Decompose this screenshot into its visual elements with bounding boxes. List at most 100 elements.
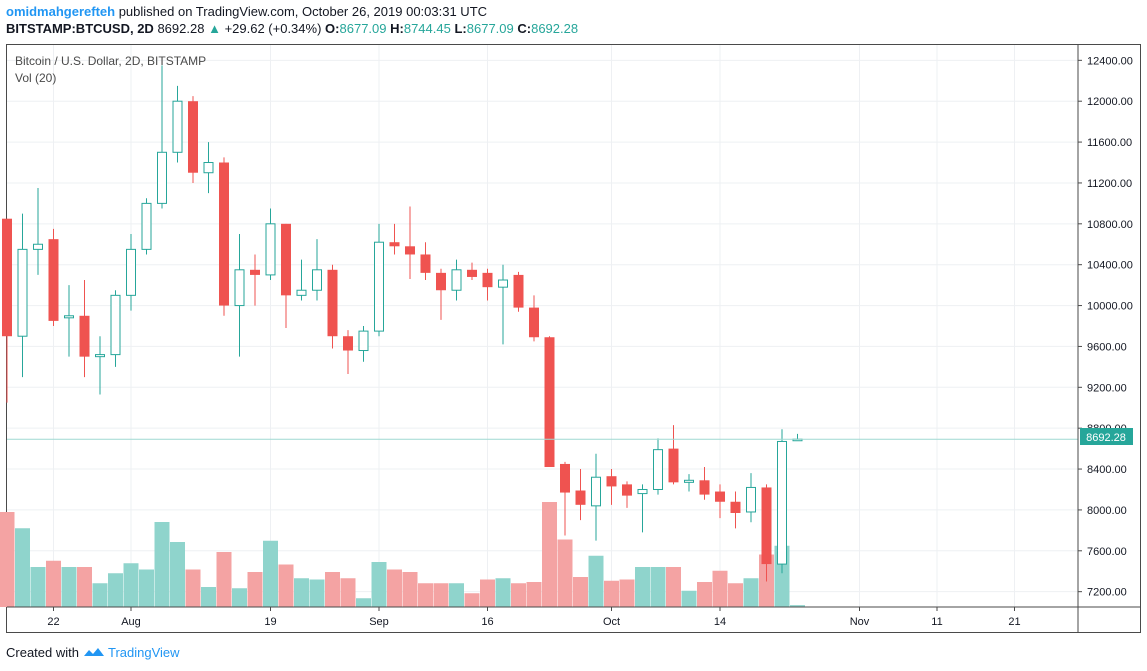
candle-body: [234, 269, 245, 307]
volume-bar: [294, 578, 309, 607]
volume-bar: [449, 583, 464, 607]
high-value: 8744.45: [403, 21, 451, 36]
candle-body: [374, 241, 384, 332]
time-tick-label: 14: [714, 616, 726, 628]
price-tick-label: 11200.00: [1087, 178, 1132, 190]
candle-body: [172, 100, 183, 153]
volume-bar: [123, 563, 139, 607]
candle-body: [591, 476, 601, 507]
volume-bar: [108, 573, 123, 607]
candle-body: [606, 476, 617, 487]
candle-body: [467, 269, 477, 277]
volume-bar: [232, 588, 247, 607]
candle-body: [250, 269, 260, 275]
candle-body: [544, 337, 555, 468]
publish-line: omidmahgerefteh published on TradingView…: [6, 4, 487, 19]
volume-bar: [666, 567, 681, 607]
price-axis[interactable]: 12400.00 12000.00 11600.00 11200.00 10800.00…: [1078, 55, 1133, 599]
volume-bar: [170, 542, 185, 607]
price-tick-label: 7600.00: [1087, 546, 1127, 558]
candle-body: [746, 486, 756, 513]
low-label: L:: [454, 21, 467, 36]
volume-bar: [604, 580, 619, 607]
price-tick-label: 12000.00: [1087, 96, 1133, 108]
volume-bar: [247, 572, 263, 607]
candle-body: [777, 440, 787, 565]
candle-body: [79, 315, 90, 357]
volume-bar: [728, 583, 743, 607]
price-tick-label: 9200.00: [1087, 382, 1127, 394]
volume-bar: [418, 583, 433, 607]
author-link[interactable]: omidmahgerefteh: [6, 4, 116, 19]
candle-body: [343, 336, 353, 351]
candle-body: [265, 223, 276, 276]
candle-body: [715, 491, 725, 502]
candle-body: [560, 463, 570, 493]
volume-bar: [790, 605, 805, 607]
last-price-tag: 8692.28: [1080, 428, 1133, 445]
candle-body: [389, 242, 400, 247]
volume-bar: [480, 579, 495, 607]
up-arrow-icon: ▲: [208, 21, 221, 36]
candle-body: [157, 151, 167, 204]
candle-body: [529, 307, 539, 338]
candle-body: [436, 272, 446, 291]
volume-bar: [263, 540, 278, 607]
volume-bar: [697, 582, 712, 607]
candle-body: [761, 487, 772, 565]
candle-body: [513, 274, 524, 308]
volume-bar: [0, 512, 15, 607]
volume-bar: [154, 522, 170, 607]
candle-body: [451, 269, 462, 291]
time-tick-label: 19: [264, 616, 276, 628]
legend-title: Bitcoin / U.S. Dollar, 2D, BITSTAMP: [15, 54, 206, 68]
time-tick-label: 16: [481, 616, 493, 628]
volume-bar: [588, 555, 604, 607]
candle-body: [126, 248, 136, 296]
price-change: +29.62 (+0.34%): [224, 21, 322, 36]
volume-bar: [526, 582, 542, 607]
open-value: 8677.09: [339, 21, 387, 36]
close-value: 8692.28: [531, 21, 579, 36]
candle-body: [48, 239, 59, 321]
legend-volume: Vol (20): [15, 71, 56, 85]
candle-body: [203, 162, 214, 174]
volume-bar: [61, 567, 77, 607]
volume-bar: [542, 502, 557, 607]
time-axis[interactable]: 22 Aug 19 Sep 16 Oct 14 Nov 11 21: [47, 607, 1021, 628]
low-value: 8677.09: [466, 21, 514, 36]
open-label: O:: [325, 21, 340, 36]
volume-bar: [433, 583, 449, 607]
price-tick-label: 10400.00: [1087, 260, 1133, 272]
candle-body: [358, 330, 369, 352]
volume-bar: [402, 572, 418, 607]
time-tick-label: 11: [931, 616, 942, 628]
price-tick-label: 8000.00: [1087, 505, 1127, 517]
volume-bar: [185, 569, 201, 607]
volume-bar: [650, 567, 666, 607]
close-label: C:: [517, 21, 532, 36]
tradingview-brand-link[interactable]: TradingView: [108, 645, 180, 660]
symbol-text: BITSTAMP:BTCUSD, 2D: [6, 21, 154, 36]
symbol-line: BITSTAMP:BTCUSD, 2D 8692.28 ▲ +29.62 (+0…: [6, 21, 578, 36]
time-tick-label: 22: [47, 616, 59, 628]
candle-body: [312, 269, 322, 291]
volume-bar: [495, 578, 511, 607]
candle-body: [219, 162, 229, 306]
price-tick-label: 10000.00: [1087, 301, 1133, 313]
volume-bar: [30, 567, 46, 607]
candle-body: [498, 279, 508, 288]
volume-bar: [511, 583, 526, 607]
time-tick-label: 21: [1008, 616, 1020, 628]
volume-bar: [557, 539, 573, 607]
candle-body: [281, 223, 291, 296]
footer: Created with TradingView: [6, 645, 180, 660]
volume-bar: [635, 567, 650, 607]
volume-bar: [681, 590, 697, 607]
volume-bar: [216, 552, 232, 607]
price-tick-label: 11600.00: [1087, 137, 1132, 149]
candlesticks: [2, 65, 803, 582]
candle-body: [95, 354, 105, 358]
volume-bar: [201, 587, 216, 607]
